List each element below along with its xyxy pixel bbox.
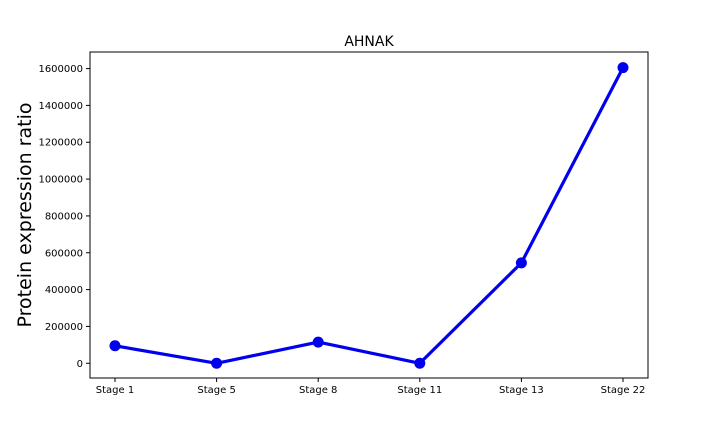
data-point: [312, 336, 324, 348]
y-axis-label: Protein expression ratio: [14, 103, 36, 328]
y-tick-label: 0: [77, 359, 83, 370]
data-point: [515, 257, 527, 269]
data-point: [414, 357, 426, 369]
data-point: [109, 340, 121, 352]
x-tick-label: Stage 13: [499, 385, 544, 396]
chart-title: AHNAK: [344, 34, 394, 50]
x-tick-label: Stage 11: [397, 385, 442, 396]
y-tick-label: 1600000: [38, 64, 83, 75]
x-tick-label: Stage 1: [96, 385, 134, 396]
y-tick-label: 800000: [45, 211, 83, 222]
data-point: [211, 357, 223, 369]
y-tick-label: 600000: [45, 248, 83, 259]
series-line: [113, 66, 625, 365]
y-tick-label: 1400000: [38, 101, 83, 112]
y-tick-label: 400000: [45, 285, 83, 296]
data-point: [617, 62, 629, 74]
axis-ticks: 0 200000 400000 600000 800000 1000000 1200000 1…: [38, 64, 645, 396]
plot-frame: [89, 51, 649, 379]
x-tick-label: Stage 22: [601, 385, 646, 396]
x-tick-label: Stage 8: [299, 385, 337, 396]
x-tick-label: Stage 5: [197, 385, 235, 396]
series-group: [109, 62, 629, 369]
y-tick-label: 1000000: [38, 175, 83, 186]
y-tick-label: 1200000: [38, 138, 83, 149]
y-tick-label: 200000: [45, 322, 83, 333]
